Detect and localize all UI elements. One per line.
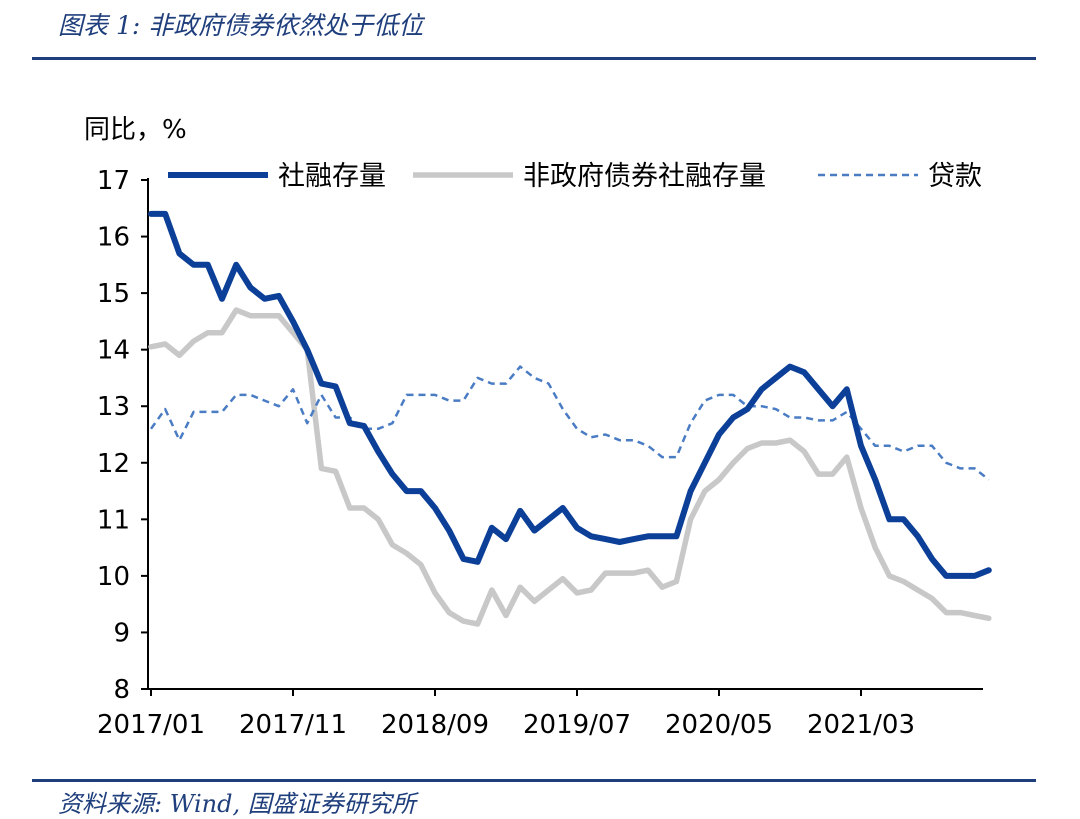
source-note: 资料来源: Wind, 国盛证券研究所 [58, 790, 416, 818]
y-tick-label: 15 [97, 279, 130, 309]
legend-label-3: 贷款 [928, 161, 982, 192]
y-tick-label: 14 [97, 336, 130, 366]
x-tick-label: 2017/11 [239, 710, 347, 740]
figure-title: 图表 1: 非政府债券依然处于低位 [58, 11, 424, 40]
legend-label-1: 社融存量 [278, 161, 386, 192]
x-tick-label: 2018/09 [381, 710, 489, 740]
top-rule [32, 57, 1036, 60]
line-chart: 8 9 10 11 12 13 14 15 16 17 2017/01 2017/11 2018/09 2… [84, 115, 992, 740]
x-tick-label: 2020/05 [665, 710, 773, 740]
y-tick-label: 10 [97, 562, 130, 592]
chart-legend: 社融存量 非政府债券社融存量 贷款 [168, 161, 982, 192]
y-tick-label: 16 [97, 223, 130, 253]
y-tick-label: 11 [97, 505, 130, 535]
y-tick-label: 13 [97, 392, 130, 422]
series-line-3 [149, 365, 990, 481]
x-tick-label: 2021/03 [807, 710, 915, 740]
y-tick-label: 12 [97, 449, 130, 479]
y-axis-label: 同比，% [84, 115, 187, 145]
y-tick-label: 9 [113, 618, 130, 648]
chart-series [148, 210, 992, 627]
y-tick-label: 17 [97, 166, 130, 196]
series-line-1 [148, 210, 992, 579]
bottom-rule [32, 779, 1036, 782]
x-tick-label: 2019/07 [523, 710, 631, 740]
chart-axes: 8 9 10 11 12 13 14 15 16 17 2017/01 2017/11 2018/09 2… [97, 166, 983, 740]
y-tick-label: 8 [113, 675, 130, 705]
legend-label-2: 非政府债券社融存量 [523, 161, 766, 192]
series-line-2 [148, 307, 992, 627]
x-tick-label: 2017/01 [97, 710, 205, 740]
